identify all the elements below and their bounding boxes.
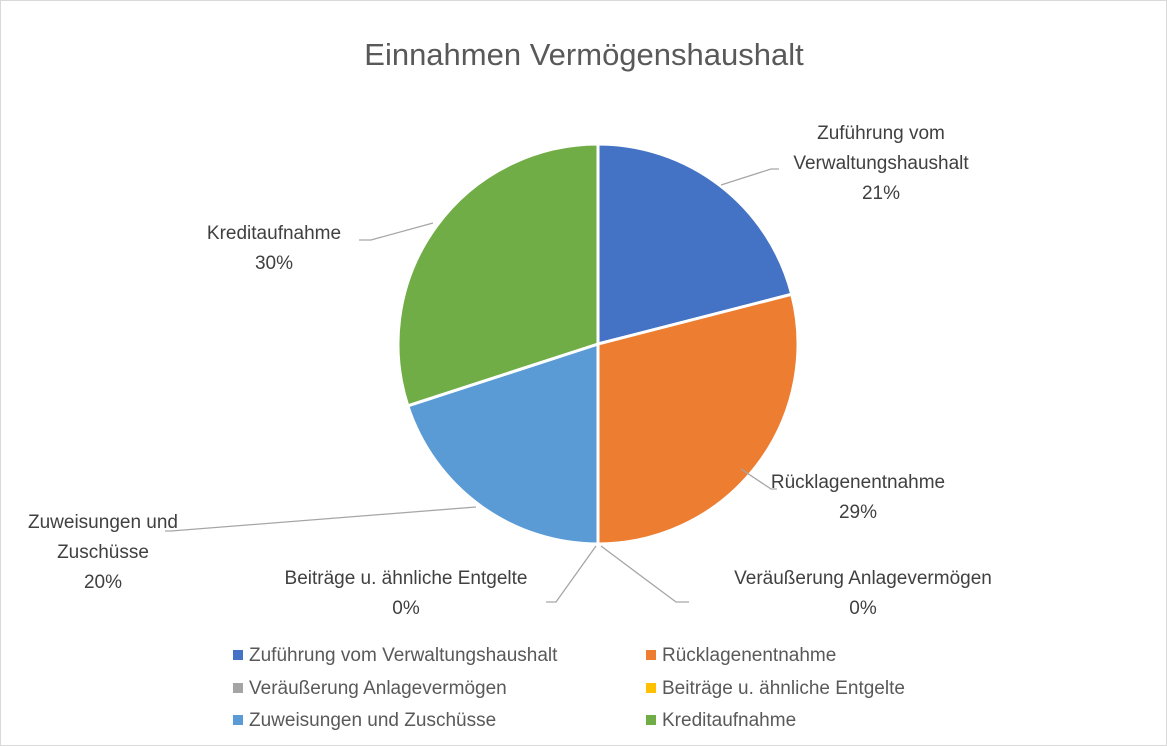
- legend-label: Beiträge u. ähnliche Entgelte: [662, 678, 905, 699]
- data-label: Beiträge u. ähnliche Entgelte 0%: [246, 564, 566, 624]
- data-label-value: 30%: [254, 253, 294, 274]
- data-label-value: 0%: [392, 598, 420, 619]
- leader-line: [165, 506, 477, 532]
- legend-label: Veräußerung Anlagevermögen: [249, 678, 507, 699]
- data-label-value: 21%: [861, 183, 901, 204]
- data-label: Zuweisungen und Zuschüsse 20%: [13, 508, 193, 598]
- chart-title: Einnahmen Vermögenshaushalt: [364, 37, 804, 72]
- leader-line: [740, 468, 777, 490]
- legend-swatch: [646, 683, 656, 693]
- data-label: Kreditaufnahme 30%: [174, 219, 374, 279]
- legend-label: Rücklagenentnahme: [662, 645, 836, 666]
- leader-line: [720, 168, 779, 186]
- data-label: Veräußerung Anlagevermögen 0%: [703, 564, 1023, 624]
- data-label-category: Beiträge u. ähnliche Entgelte: [284, 568, 528, 589]
- legend-swatch: [646, 650, 656, 660]
- pie-slice: [596, 292, 800, 546]
- data-label-category: Veräußerung Anlagevermögen: [734, 568, 992, 589]
- data-label-value: 0%: [849, 598, 877, 619]
- pie-slice: [405, 341, 600, 546]
- data-label: Zuführung vom Verwaltungshaushalt 21%: [781, 119, 981, 209]
- pie-slice: [596, 142, 794, 346]
- leader-line: [546, 545, 597, 603]
- data-label-category: Rücklagenentnahme: [770, 472, 946, 493]
- leader-line: [600, 545, 689, 603]
- data-label-category: Kreditaufnahme: [206, 223, 342, 244]
- legend-swatch: [233, 650, 243, 660]
- data-label: Rücklagenentnahme 29%: [758, 468, 958, 528]
- leader-line: [359, 222, 434, 241]
- legend-swatch: [233, 715, 243, 725]
- legend-swatch: [646, 715, 656, 725]
- legend-swatch: [233, 683, 243, 693]
- pie-slice: [396, 142, 600, 408]
- data-label-value: 29%: [838, 502, 878, 523]
- data-label-category: Zuführung vom Verwaltungshaushalt: [793, 123, 969, 174]
- data-label-category: Zuweisungen und Zuschüsse: [28, 512, 178, 563]
- legend-label: Zuweisungen und Zuschüsse: [249, 710, 496, 731]
- legend-label: Kreditaufnahme: [662, 710, 796, 731]
- legend-label: Zuführung vom Verwaltungshaushalt: [249, 645, 558, 666]
- data-label-value: 20%: [83, 572, 123, 593]
